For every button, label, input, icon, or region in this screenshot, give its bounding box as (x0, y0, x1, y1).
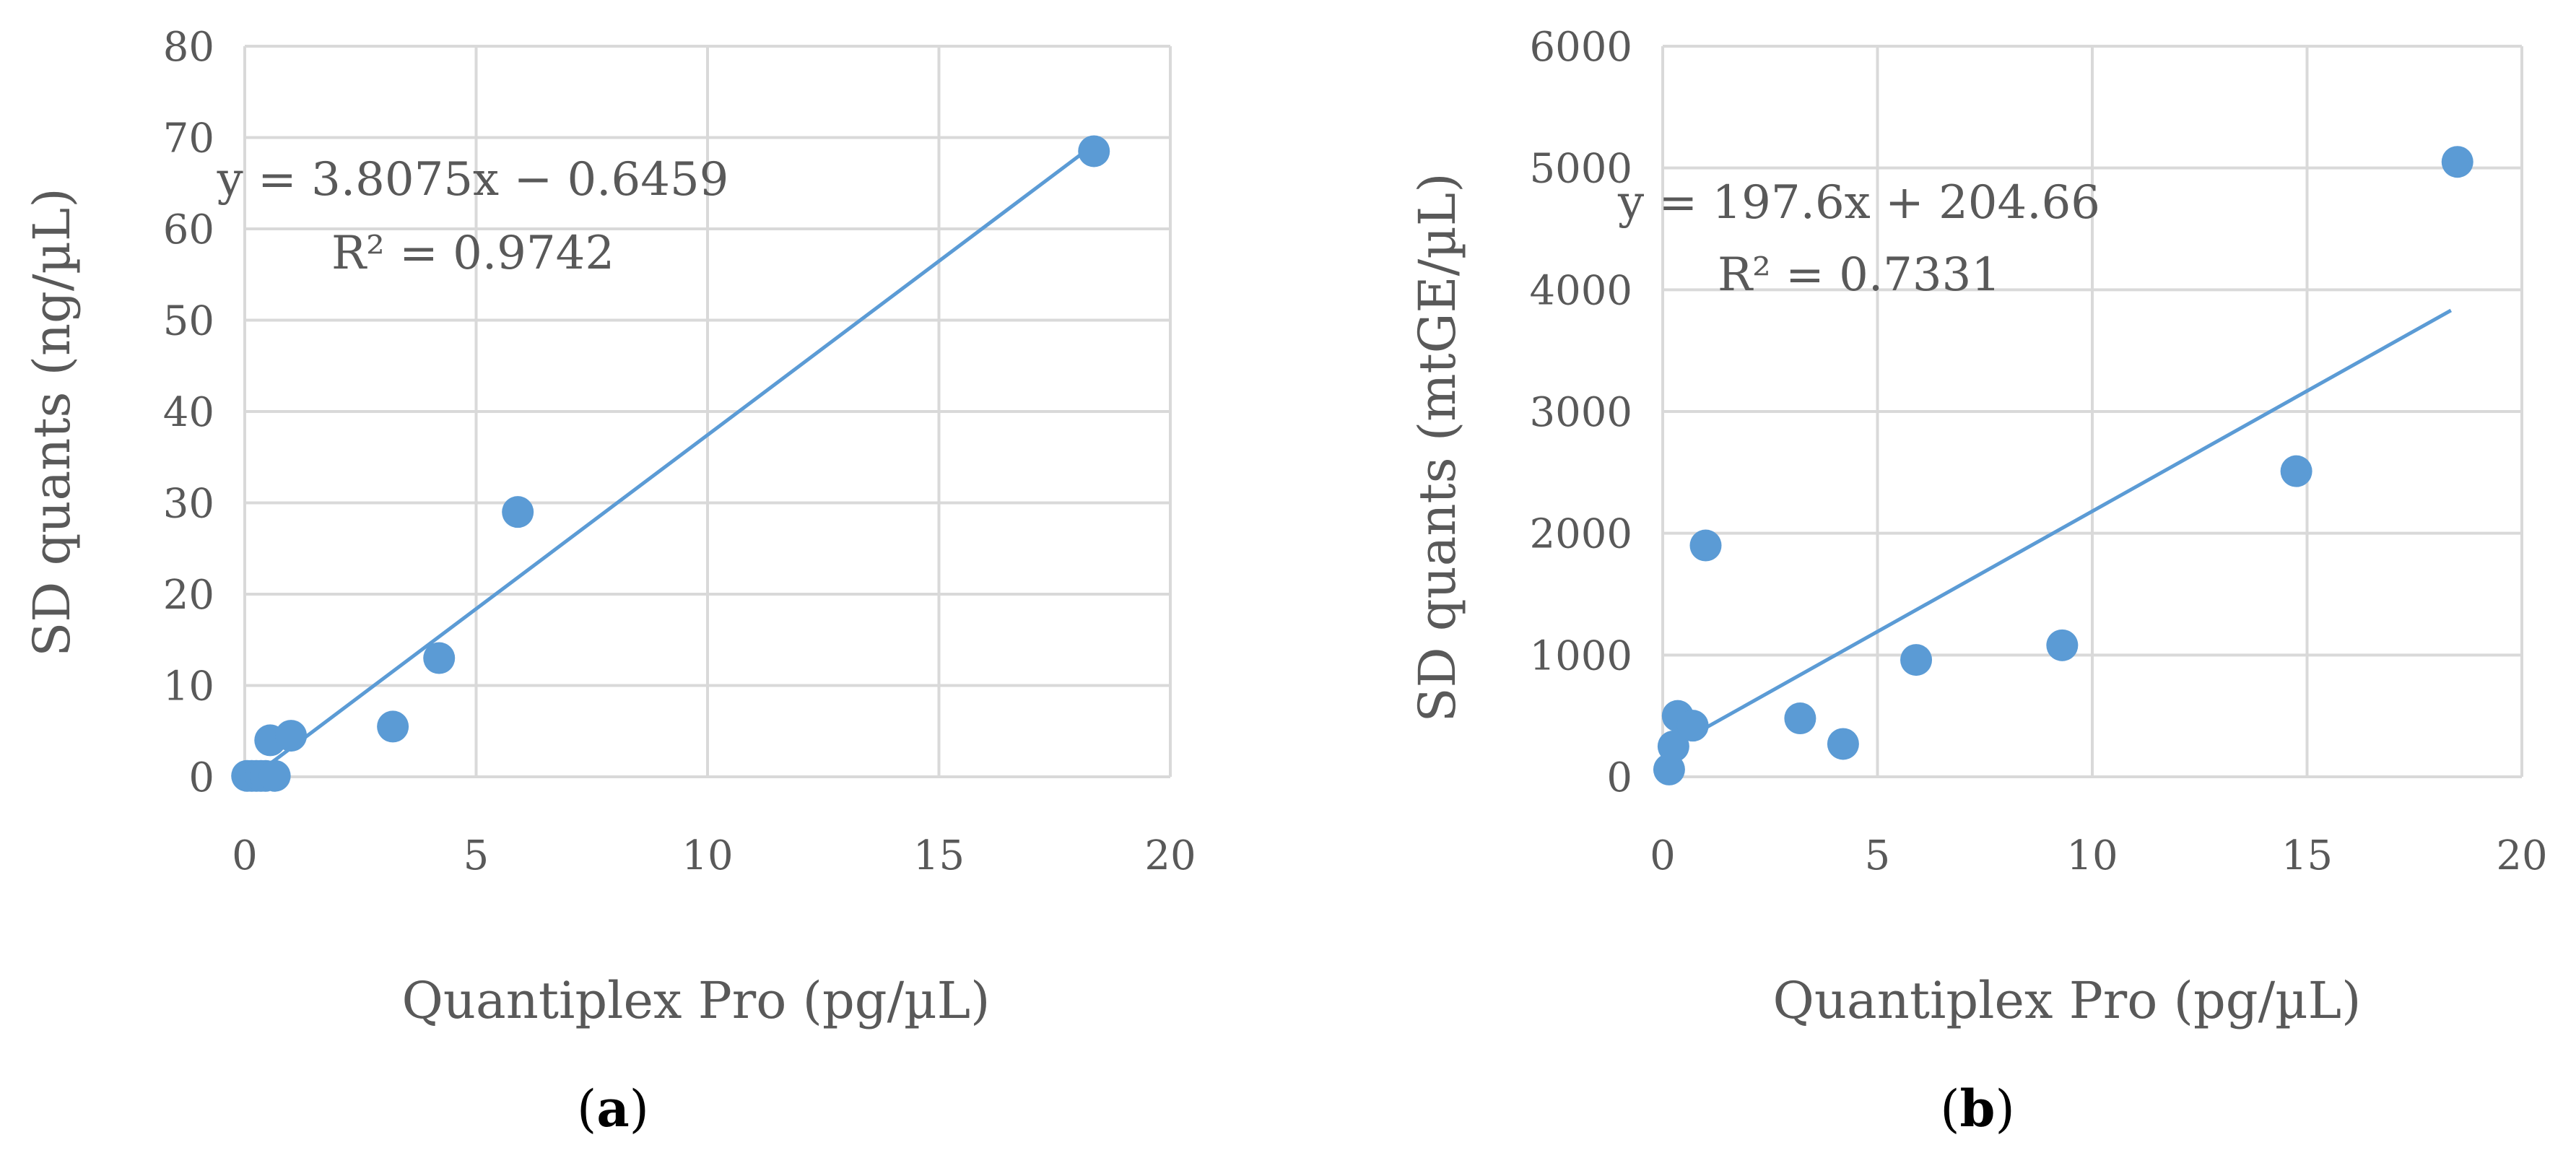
chart-b-data-point (1657, 730, 1689, 762)
chart-a-y-axis-title: SD quants (ng/µL) (22, 188, 82, 656)
chart-a-x-axis-title: Quantiplex Pro (pg/µL) (402, 971, 991, 1030)
chart-a-x-tick-label: 20 (1144, 832, 1196, 879)
chart-a-data-point (377, 710, 409, 743)
chart-b-points (1653, 146, 2473, 785)
chart-b-x-tick-label: 10 (2066, 832, 2118, 879)
chart-b-equation: y = 197.6x + 204.66 (1617, 176, 2100, 230)
chart-b-y-tick-label: 3000 (1529, 389, 1632, 436)
chart-a-y-tick-label: 30 (163, 481, 214, 528)
chart-a-y-tick-label: 70 (163, 116, 214, 162)
chart-b-x-tick-label: 15 (2281, 832, 2333, 879)
chart-a-data-point (258, 759, 291, 792)
chart-b-grid (1661, 45, 2523, 778)
chart-b-y-tick-label: 0 (1606, 754, 1632, 801)
chart-b-data-point (1676, 710, 1709, 742)
chart-b-y-tick-label: 4000 (1529, 267, 1632, 314)
chart-a-y-tick-label: 80 (163, 24, 214, 71)
chart-a-y-ticks: 0 10 20 30 40 50 60 70 80 (163, 24, 214, 801)
chart-b-y-tick-label: 1000 (1529, 632, 1632, 679)
chart-b-x-tick-label: 0 (1650, 832, 1676, 879)
chart-b-y-tick-label: 5000 (1529, 146, 1632, 193)
chart-a-y-tick-label: 20 (163, 572, 214, 619)
chart-b-r-squared: R² = 0.7331 (1718, 248, 2001, 302)
chart-b-y-tick-label: 2000 (1529, 511, 1632, 558)
chart-b-data-point (1827, 728, 1859, 760)
chart-b-x-ticks: 0 5 10 15 20 (1650, 832, 2547, 879)
chart-a-r-squared: R² = 0.9742 (331, 227, 614, 280)
chart-b-trendline (1681, 308, 2453, 743)
chart-a-grid (243, 45, 1172, 778)
chart-a-data-point (1078, 135, 1110, 167)
chart-a: 0 10 20 30 40 50 60 70 80 0 5 10 15 20 y = 3.8075x −… (22, 24, 1196, 1139)
panel-b-label: (b) (1940, 1079, 2015, 1139)
chart-a-trendline-group (271, 143, 1095, 764)
chart-a-y-tick-label: 0 (188, 754, 214, 801)
chart-a-y-tick-label: 10 (163, 663, 214, 710)
chart-a-y-tick-label: 40 (163, 389, 214, 436)
chart-a-x-tick-label: 15 (913, 832, 965, 879)
chart-a-y-tick-label: 60 (163, 206, 214, 253)
chart-b-data-point (2046, 629, 2079, 661)
chart-b-data-point (1900, 644, 1933, 676)
chart-b-y-ticks: 0 1000 2000 3000 4000 5000 6000 (1529, 24, 1632, 801)
panel-a-label: (a) (577, 1079, 649, 1139)
chart-a-data-point (275, 720, 308, 752)
chart-a-x-tick-label: 5 (464, 832, 489, 879)
chart-b: 0 1000 2000 3000 4000 5000 6000 0 5 10 15 20 y = 1… (1408, 24, 2548, 1139)
chart-b-x-tick-label: 20 (2496, 832, 2547, 879)
chart-b-x-tick-label: 5 (1865, 832, 1891, 879)
chart-b-data-point (1784, 702, 1816, 735)
chart-b-data-point (2441, 146, 2473, 178)
chart-a-trendline (271, 143, 1095, 764)
chart-b-y-axis-title: SD quants (mtGE/µL) (1408, 173, 1467, 722)
chart-b-x-axis-title: Quantiplex Pro (pg/µL) (1773, 971, 2362, 1030)
chart-b-y-tick-label: 6000 (1529, 24, 1632, 71)
chart-a-data-point (423, 642, 456, 674)
chart-a-data-point (502, 496, 534, 528)
chart-a-x-ticks: 0 5 10 15 20 (232, 832, 1196, 879)
chart-a-y-tick-label: 50 (163, 298, 214, 345)
chart-a-points (231, 135, 1110, 792)
chart-b-data-point (2280, 455, 2312, 487)
chart-b-trendline-group (1681, 308, 2453, 743)
chart-a-x-tick-label: 10 (682, 832, 733, 879)
chart-a-x-tick-label: 0 (232, 832, 258, 879)
chart-a-equation: y = 3.8075x − 0.6459 (217, 153, 729, 206)
chart-b-data-point (1689, 529, 1722, 562)
